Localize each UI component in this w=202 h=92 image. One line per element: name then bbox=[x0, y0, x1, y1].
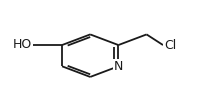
Text: HO: HO bbox=[13, 38, 32, 51]
Text: N: N bbox=[114, 60, 123, 73]
Text: Cl: Cl bbox=[164, 39, 176, 52]
